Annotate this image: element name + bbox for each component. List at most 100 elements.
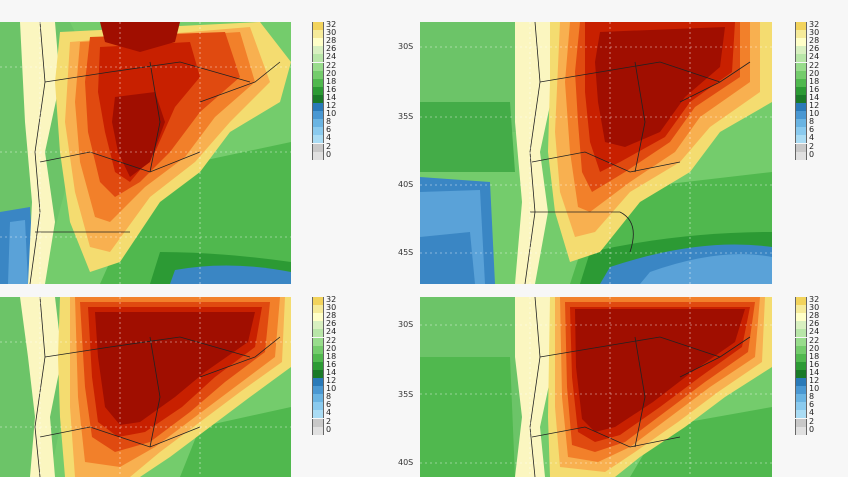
colorbar-swatch [312, 103, 324, 112]
colorbar-swatch [312, 119, 324, 128]
colorbar-swatch [312, 78, 324, 87]
colorbar-label: 20 [326, 343, 337, 353]
colorbar-label: 4 [809, 408, 815, 418]
colorbar-swatch [312, 321, 324, 330]
colorbar-label: 30 [326, 28, 337, 38]
colorbar-swatch [795, 62, 807, 71]
lat-label-40s-top: 40S [398, 180, 414, 189]
colorbar-swatch [795, 111, 807, 120]
colorbar-swatch [795, 38, 807, 47]
colorbar-swatch [795, 135, 807, 144]
colorbar-label: 24 [809, 52, 820, 62]
colorbar-swatch [312, 394, 324, 403]
colorbar-label: 26 [326, 44, 337, 54]
colorbar-label: 18 [809, 351, 820, 361]
colorbar-swatch [795, 22, 807, 31]
colorbar-swatch [795, 369, 807, 378]
colorbar-swatch [795, 313, 807, 322]
colorbar-swatch [312, 127, 324, 136]
colorbar-label: 0 [326, 149, 332, 159]
colorbar-label: 6 [326, 400, 332, 410]
colorbar-label: 32 [809, 295, 820, 304]
colorbar-swatch [795, 297, 807, 306]
colorbar-label: 10 [809, 109, 820, 119]
colorbar-bottom-right: 32 30 28 26 24 22 20 18 16 14 12 10 8 6 4 2 0 [795, 295, 835, 477]
colorbar-swatch [795, 337, 807, 346]
colorbar-swatch [795, 394, 807, 403]
colorbar-label: 32 [326, 295, 337, 304]
colorbar-label: 0 [809, 424, 815, 434]
colorbar-label: 26 [809, 319, 820, 329]
map-panel-top-right [420, 22, 772, 284]
colorbar-swatch [795, 321, 807, 330]
colorbar-label: 2 [326, 416, 332, 426]
colorbar-label: 6 [326, 125, 332, 135]
lat-label-35s-bottom: 35S [398, 390, 414, 399]
colorbar-label: 16 [809, 359, 820, 369]
colorbar-swatch [312, 94, 324, 103]
colorbar-swatch [795, 426, 807, 435]
colorbar-label: 22 [809, 335, 820, 345]
colorbar-swatch [795, 78, 807, 87]
colorbar-swatch [312, 345, 324, 354]
colorbar-label: 30 [809, 303, 820, 313]
colorbar-label: 10 [809, 384, 820, 394]
colorbar-label: 2 [326, 141, 332, 151]
colorbar-label: 30 [326, 303, 337, 313]
map-panel-bottom-right [420, 297, 772, 477]
colorbar-label: 20 [809, 68, 820, 78]
colorbar-label: 20 [809, 343, 820, 353]
colorbar-label: 0 [809, 149, 815, 159]
colorbar-swatch [795, 151, 807, 160]
colorbar-label: 2 [809, 416, 815, 426]
colorbar-bottom-left: 32 30 28 26 24 22 20 18 16 14 12 10 8 6 4 2 0 [312, 295, 342, 477]
colorbar-label: 14 [326, 367, 337, 377]
colorbar-swatch [795, 410, 807, 419]
colorbar-label: 22 [326, 60, 337, 70]
colorbar-label: 8 [326, 392, 332, 402]
colorbar-label: 24 [809, 327, 820, 337]
colorbar-swatch [795, 418, 807, 427]
temperature-map-top-left [0, 22, 291, 284]
lat-label-35s-top: 35S [398, 112, 414, 121]
colorbar-label: 14 [809, 367, 820, 377]
colorbar-swatch [795, 54, 807, 63]
colorbar-label: 4 [326, 408, 332, 418]
colorbar-swatch [795, 345, 807, 354]
colorbar-swatch [312, 143, 324, 152]
colorbar-swatch [312, 313, 324, 322]
colorbar-label: 22 [326, 335, 337, 345]
colorbar-label: 16 [809, 84, 820, 94]
colorbar-label: 10 [326, 384, 337, 394]
colorbar-label: 24 [326, 52, 337, 62]
colorbar-label: 8 [809, 392, 815, 402]
colorbar-swatch [795, 94, 807, 103]
colorbar-swatch [312, 297, 324, 306]
colorbar-label: 30 [809, 28, 820, 38]
colorbar-label: 26 [326, 319, 337, 329]
colorbar-swatch [312, 135, 324, 144]
colorbar-label: 28 [326, 311, 337, 321]
colorbar-swatch [312, 111, 324, 120]
colorbar-label: 8 [326, 117, 332, 127]
colorbar-swatch [795, 329, 807, 338]
colorbar-label: 6 [809, 400, 815, 410]
colorbar-label: 28 [809, 311, 820, 321]
colorbar-label: 0 [326, 424, 332, 434]
colorbar-swatch [795, 86, 807, 95]
colorbar-swatch [312, 22, 324, 31]
colorbar-swatch [795, 386, 807, 395]
colorbar-label: 4 [809, 133, 815, 143]
colorbar-swatch [312, 329, 324, 338]
colorbar-swatch [312, 30, 324, 39]
map-panel-top-left [0, 22, 291, 284]
colorbar-swatch [312, 62, 324, 71]
colorbar-swatch [312, 54, 324, 63]
colorbar-swatch [312, 410, 324, 419]
colorbar-label: 8 [809, 117, 815, 127]
colorbar-swatch [312, 386, 324, 395]
colorbar-label: 14 [809, 92, 820, 102]
colorbar-label: 6 [809, 125, 815, 135]
colorbar-swatch [795, 127, 807, 136]
lat-label-45s-top: 45S [398, 248, 414, 257]
